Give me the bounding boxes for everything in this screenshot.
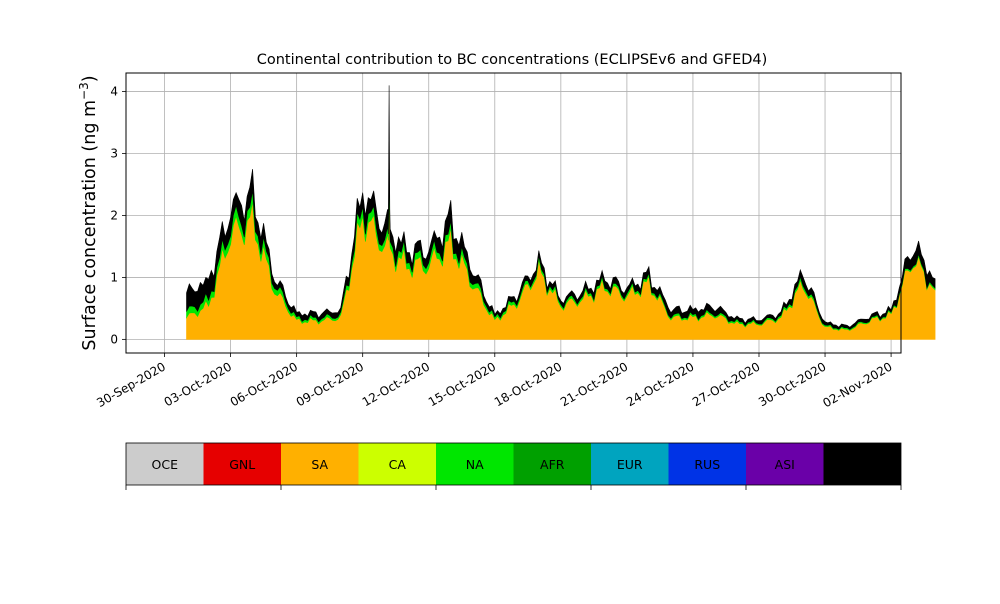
y-tick-label: 1 bbox=[110, 270, 118, 284]
plot-area: 30-Sep-202003-Oct-202006-Oct-202009-Oct-… bbox=[94, 72, 936, 410]
y-tick-label: 4 bbox=[110, 85, 118, 99]
x-tick-label: 02-Nov-2020 bbox=[820, 359, 894, 410]
legend-label-eur: EUR bbox=[617, 457, 643, 472]
y-axis-label: Surface concentration (ng m−3) bbox=[77, 75, 100, 350]
y-axis-label-exponent: −3 bbox=[77, 82, 91, 100]
x-tick-label: 27-Oct-2020 bbox=[690, 359, 762, 409]
x-tick-label: 03-Oct-2020 bbox=[162, 359, 234, 409]
legend-label-afr: AFR bbox=[540, 457, 565, 472]
legend-swatch-eur bbox=[591, 443, 669, 485]
grid bbox=[126, 73, 901, 353]
legend-label-asi: ASI bbox=[775, 457, 795, 472]
legend-swatch-na bbox=[436, 443, 514, 485]
y-axis-label-suffix: ) bbox=[80, 75, 100, 82]
x-tick-label: 09-Oct-2020 bbox=[294, 359, 366, 409]
legend-swatch-ca bbox=[358, 443, 436, 485]
stacked-areas bbox=[186, 85, 936, 340]
y-axis-label-prefix: Surface concentration (ng m bbox=[80, 100, 100, 351]
legend-swatch-asi bbox=[746, 443, 824, 485]
legend-label-rus: RUS bbox=[694, 457, 720, 472]
legend-label-ca: CA bbox=[389, 457, 407, 472]
legend-label-oce: OCE bbox=[152, 457, 179, 472]
x-tick-label: 12-Oct-2020 bbox=[360, 359, 432, 409]
x-tick-label: 30-Sep-2020 bbox=[94, 359, 168, 410]
x-tick-label: 30-Oct-2020 bbox=[756, 359, 828, 409]
legend-label-aus: AUS bbox=[849, 457, 875, 472]
area-aus bbox=[186, 85, 936, 330]
x-tick-label: 15-Oct-2020 bbox=[426, 359, 498, 409]
legend-swatch-rus bbox=[668, 443, 746, 485]
x-axis-ticks: 30-Sep-202003-Oct-202006-Oct-202009-Oct-… bbox=[94, 353, 895, 410]
y-tick-label: 0 bbox=[110, 332, 118, 346]
legend-frame bbox=[125, 442, 902, 486]
legend-swatch-gnl bbox=[203, 443, 281, 485]
chart-title: Continental contribution to BC concentra… bbox=[257, 52, 768, 68]
legend-swatch-afr bbox=[513, 443, 591, 485]
x-tick-label: 24-Oct-2020 bbox=[624, 359, 696, 409]
plot-frame bbox=[125, 72, 902, 354]
x-tick-label: 18-Oct-2020 bbox=[492, 359, 564, 409]
color-legend: OCE GNL SA CA NA AFR EUR RUS ASI AUS bbox=[125, 442, 902, 490]
legend-label-gnl: GNL bbox=[229, 457, 255, 472]
legend-label-na: NA bbox=[466, 457, 484, 472]
y-tick-label: 2 bbox=[110, 208, 118, 222]
x-tick-label: 21-Oct-2020 bbox=[558, 359, 630, 409]
y-tick-label: 3 bbox=[110, 147, 118, 161]
y-axis-ticks: 0 1 2 3 4 bbox=[110, 85, 126, 346]
legend-label-sa: SA bbox=[311, 457, 328, 472]
legend-swatch-aus bbox=[823, 443, 901, 485]
legend-swatch-oce bbox=[126, 443, 204, 485]
x-tick-label: 06-Oct-2020 bbox=[228, 359, 300, 409]
legend-swatch-sa bbox=[281, 443, 359, 485]
